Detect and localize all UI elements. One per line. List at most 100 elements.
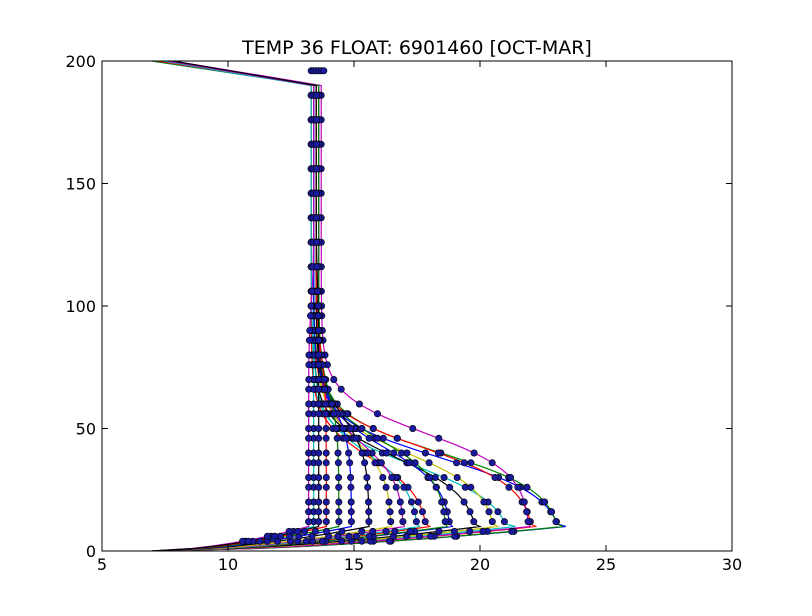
data-point	[328, 400, 336, 408]
data-point	[311, 527, 319, 535]
data-point	[347, 483, 355, 491]
data-point	[322, 518, 330, 526]
data-point	[508, 527, 516, 535]
data-point	[345, 449, 353, 457]
data-point	[315, 400, 323, 408]
y-tick-label: 100	[65, 297, 96, 316]
data-point	[363, 473, 371, 481]
data-point	[305, 410, 313, 418]
data-point	[314, 287, 322, 295]
data-point	[315, 375, 323, 383]
data-point	[398, 449, 406, 457]
data-point	[315, 410, 323, 418]
data-point	[400, 483, 408, 491]
data-point	[312, 116, 320, 124]
data-point	[322, 410, 330, 418]
data-point	[337, 385, 345, 393]
data-point	[315, 449, 323, 457]
data-point	[452, 459, 460, 467]
data-point	[305, 473, 313, 481]
data-point	[488, 518, 496, 526]
data-point	[393, 434, 401, 442]
data-point	[427, 532, 435, 540]
data-point	[379, 473, 387, 481]
data-point	[305, 336, 313, 344]
data-point	[305, 449, 313, 457]
data-point	[406, 527, 414, 535]
data-point	[385, 498, 393, 506]
data-point	[488, 459, 496, 467]
data-point	[402, 532, 410, 540]
data-point	[390, 449, 398, 457]
data-point	[432, 483, 440, 491]
data-point	[485, 508, 493, 516]
data-point	[334, 449, 342, 457]
data-point	[239, 537, 247, 545]
data-point	[410, 508, 418, 516]
data-point	[352, 434, 360, 442]
data-point	[358, 537, 366, 545]
data-point	[374, 434, 382, 442]
data-point	[371, 459, 379, 467]
data-point	[399, 518, 407, 526]
data-point	[312, 189, 320, 197]
data-point	[315, 459, 323, 467]
data-point	[438, 498, 446, 506]
data-point	[305, 351, 313, 359]
data-point	[315, 385, 323, 393]
data-point	[320, 67, 328, 75]
plot-background	[102, 61, 732, 551]
data-point	[440, 508, 448, 516]
data-point	[314, 326, 322, 334]
data-point	[318, 537, 326, 545]
data-point	[342, 434, 350, 442]
data-point	[460, 459, 468, 467]
data-point	[305, 375, 313, 383]
data-point	[548, 508, 556, 516]
data-point	[322, 459, 330, 467]
data-point	[334, 532, 342, 540]
data-point	[358, 449, 366, 457]
data-point	[334, 459, 342, 467]
data-point	[365, 434, 373, 442]
data-point	[305, 459, 313, 467]
data-point	[434, 449, 442, 457]
data-point	[347, 473, 355, 481]
data-point	[411, 459, 419, 467]
data-point	[305, 385, 313, 393]
data-point	[322, 508, 330, 516]
data-point	[335, 473, 343, 481]
data-point	[479, 527, 487, 535]
y-tick-label: 50	[76, 420, 96, 439]
data-point	[322, 434, 330, 442]
data-point	[467, 483, 475, 491]
data-point	[315, 518, 323, 526]
x-tick-label: 25	[596, 555, 616, 574]
chart-title: TEMP 36 FLOAT: 6901460 [OCT-MAR]	[241, 37, 592, 59]
data-point	[345, 532, 353, 540]
data-point	[315, 434, 323, 442]
y-tick-label: 200	[65, 52, 96, 71]
data-point	[407, 498, 415, 506]
data-point	[347, 424, 355, 432]
data-point	[330, 410, 338, 418]
data-point	[315, 424, 323, 432]
data-point	[315, 473, 323, 481]
data-point	[441, 518, 449, 526]
data-point	[315, 498, 323, 506]
data-point	[285, 527, 293, 535]
data-point	[418, 508, 426, 516]
data-point	[244, 537, 252, 545]
data-point	[421, 449, 429, 457]
data-point	[365, 508, 373, 516]
data-point	[453, 473, 461, 481]
data-point	[312, 214, 320, 222]
data-point	[338, 527, 346, 535]
data-point	[315, 351, 323, 359]
data-point	[541, 498, 549, 506]
data-point	[347, 518, 355, 526]
data-point	[332, 424, 340, 432]
data-point	[369, 527, 377, 535]
data-point	[305, 361, 313, 369]
